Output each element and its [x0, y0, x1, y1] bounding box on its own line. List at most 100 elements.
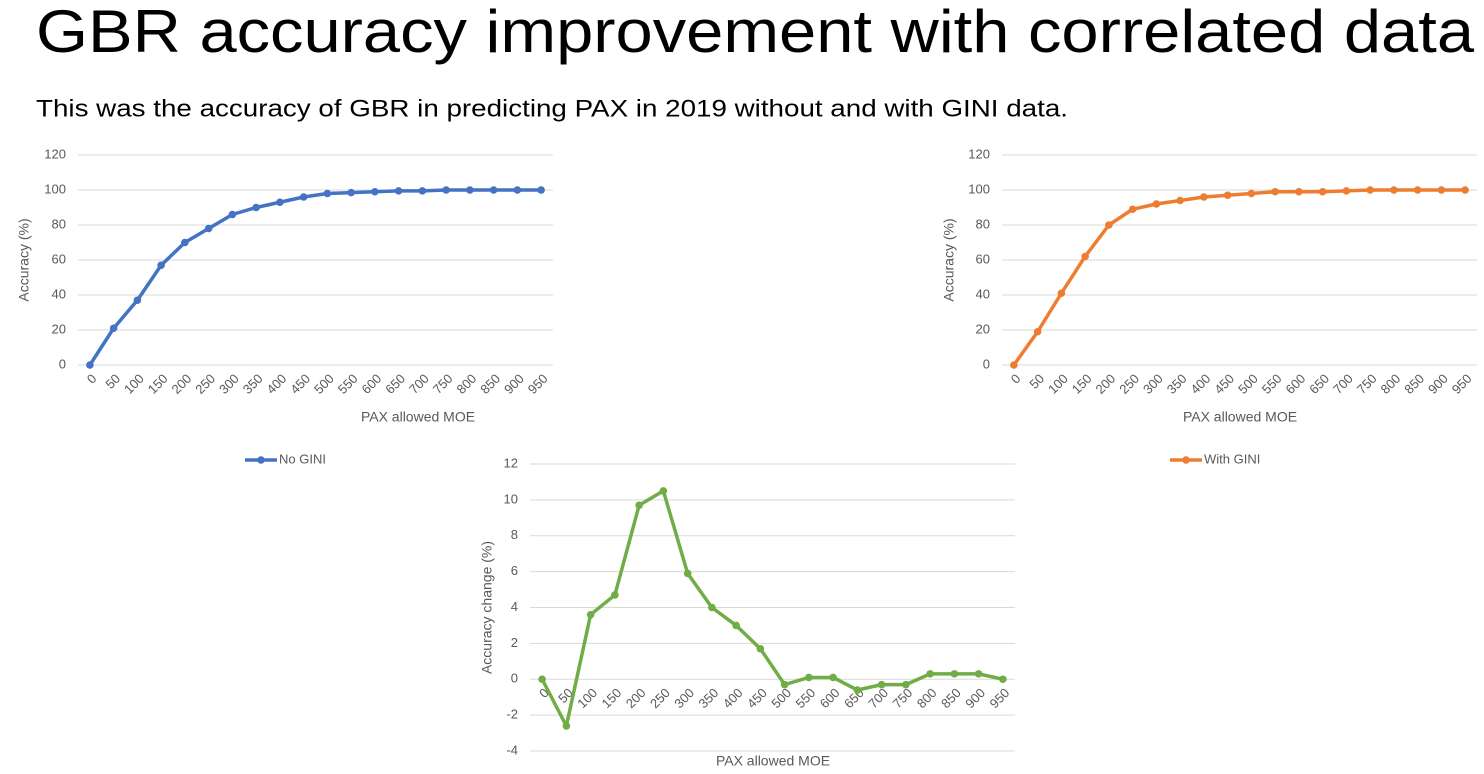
x-tick-label: 250: [647, 685, 673, 711]
data-point: [1295, 187, 1303, 196]
x-tick-label: 250: [1116, 371, 1142, 397]
x-tick-label: 100: [574, 685, 600, 711]
x-tick-label: 600: [1282, 371, 1308, 397]
data-point: [1247, 189, 1256, 198]
x-tick-label: 350: [1164, 371, 1190, 397]
data-point: [323, 189, 332, 198]
x-tick-label: 50: [102, 371, 123, 392]
x-tick-label: 950: [1449, 371, 1475, 397]
data-point: [1152, 200, 1161, 208]
y-tick-label: 2: [511, 635, 518, 650]
data-point: [181, 238, 189, 247]
x-tick-label: 750: [430, 371, 456, 397]
data-point: [562, 722, 571, 730]
x-axis-title: PAX allowed MOE: [361, 409, 475, 425]
y-axis-title: Accuracy (%): [16, 218, 32, 301]
data-point: [974, 670, 983, 678]
y-tick-label: 120: [968, 146, 990, 161]
x-tick-label: 850: [477, 371, 503, 397]
x-tick-label: 800: [453, 371, 479, 397]
x-tick-label: 250: [192, 371, 218, 397]
y-tick-label: 20: [52, 321, 66, 336]
legend-marker: [1182, 456, 1190, 464]
x-tick-label: 500: [1235, 371, 1261, 397]
data-point: [1413, 186, 1422, 194]
legend-label: No GINI: [279, 451, 326, 466]
data-point: [611, 591, 619, 599]
y-tick-label: 8: [511, 527, 518, 542]
x-tick-label: 450: [744, 685, 770, 711]
x-tick-label: 700: [406, 371, 432, 397]
x-tick-label: 900: [962, 685, 988, 711]
data-point: [228, 210, 237, 219]
y-tick-label: 20: [976, 321, 990, 336]
data-point: [1010, 361, 1018, 369]
data-point: [1176, 196, 1184, 205]
x-tick-label: 850: [938, 685, 964, 711]
x-axis-title: PAX allowed MOE: [716, 753, 830, 769]
data-point: [1461, 186, 1469, 194]
data-point: [538, 675, 546, 684]
data-point: [1128, 205, 1137, 214]
x-tick-label: 950: [525, 371, 551, 397]
data-point: [204, 224, 213, 233]
data-point: [86, 361, 94, 369]
y-tick-label: -4: [506, 742, 518, 757]
data-point: [1081, 252, 1089, 261]
data-point: [829, 673, 837, 682]
x-tick-label: 650: [1306, 371, 1332, 397]
legend-label: With GINI: [1204, 451, 1260, 466]
y-tick-label: 60: [976, 251, 990, 266]
data-point: [1105, 221, 1113, 229]
x-tick-label: 900: [501, 371, 527, 397]
data-point: [442, 186, 450, 194]
data-point: [1271, 187, 1279, 196]
data-point: [950, 670, 959, 678]
data-point: [926, 670, 934, 678]
x-tick-label: 500: [311, 371, 337, 397]
x-tick-label: 950: [986, 685, 1012, 711]
data-point: [157, 261, 165, 270]
data-point: [299, 193, 308, 201]
x-tick-label: 150: [1069, 371, 1095, 397]
x-tick-label: 450: [287, 371, 313, 397]
x-tick-label: 600: [817, 685, 843, 711]
y-axis-title: Accuracy change (%): [479, 541, 495, 674]
x-tick-label: 750: [889, 685, 915, 711]
data-point: [732, 621, 740, 630]
data-point: [635, 501, 643, 510]
x-tick-label: 400: [1187, 371, 1213, 397]
data-point: [489, 186, 498, 194]
x-tick-label: 200: [1092, 371, 1118, 397]
data-point: [1223, 191, 1232, 200]
x-tick-label: 100: [121, 371, 147, 397]
data-point: [708, 603, 716, 612]
data-point: [371, 187, 379, 196]
data-point: [877, 680, 886, 689]
data-point: [109, 324, 118, 333]
data-point: [1057, 289, 1066, 298]
x-tick-label: 400: [263, 371, 289, 397]
x-tick-label: 900: [1425, 371, 1451, 397]
x-tick-label: 550: [335, 371, 361, 397]
x-tick-label: 700: [1330, 371, 1356, 397]
x-tick-label: 750: [1354, 371, 1380, 397]
data-point: [586, 610, 595, 619]
x-tick-label: 150: [145, 371, 171, 397]
y-tick-label: 40: [52, 286, 66, 301]
y-tick-label: 80: [52, 216, 66, 231]
x-tick-label: 300: [216, 371, 242, 397]
x-tick-label: 800: [1377, 371, 1403, 397]
data-point: [1366, 186, 1374, 194]
y-tick-label: 0: [59, 356, 66, 371]
data-point: [347, 188, 355, 197]
data-point: [1200, 193, 1208, 201]
data-point: [853, 686, 862, 694]
data-point: [466, 186, 474, 194]
data-point: [252, 203, 260, 212]
legend-marker: [257, 456, 265, 464]
